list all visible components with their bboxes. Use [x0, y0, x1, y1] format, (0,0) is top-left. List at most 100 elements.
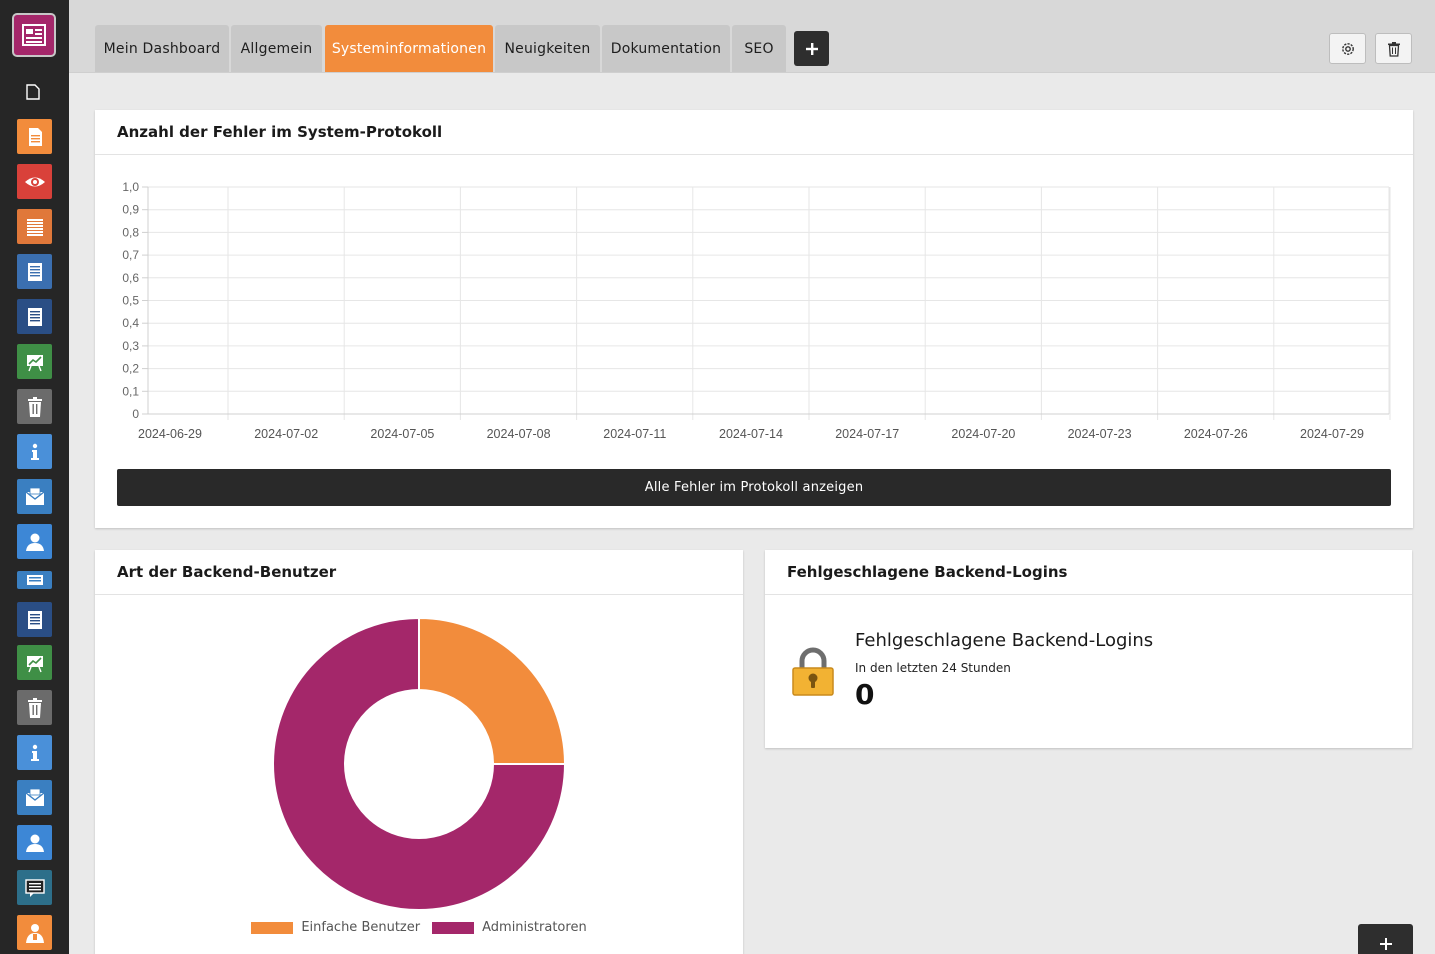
- sidebar-module-card[interactable]: [17, 571, 52, 589]
- trash-icon: [27, 697, 42, 718]
- legend-label: Administratoren: [482, 920, 587, 935]
- sidebar-module-form[interactable]: [17, 299, 52, 334]
- legend-item-administratoren[interactable]: Administratoren: [432, 920, 587, 935]
- failed-logins-period: In den letzten 24 Stunden: [855, 661, 1011, 675]
- errors-widget: Anzahl der Fehler im System-Protokoll 1,…: [95, 110, 1413, 528]
- y-tick-label: 0: [132, 407, 139, 421]
- tab-systeminformationen[interactable]: Systeminformationen: [325, 25, 493, 72]
- y-tick-label: 0,9: [122, 203, 139, 217]
- tab-mein-dashboard[interactable]: Mein Dashboard: [95, 25, 229, 72]
- show-all-errors-button[interactable]: Alle Fehler im Protokoll anzeigen: [117, 469, 1391, 506]
- x-tick-label: 2024-07-29: [1300, 427, 1364, 441]
- gear-icon: [1341, 42, 1354, 55]
- errors-line-chart: 1,0 0,9 0,8 0,7 0,6 0,5 0,4 0,3 0,2 0,1 0 2024-06-2…: [122, 180, 1391, 441]
- sidebar: [0, 0, 69, 954]
- legend-swatch: [432, 921, 475, 934]
- sidebar-module-user[interactable]: [17, 524, 52, 559]
- info-icon: [30, 744, 39, 761]
- y-tick-label: 0,6: [122, 271, 139, 285]
- topbar: Mein Dashboard Allgemein Systeminformati…: [69, 0, 1435, 73]
- sidebar-module-comment[interactable]: [17, 870, 52, 905]
- errors-widget-title: Anzahl der Fehler im System-Protokoll: [95, 110, 1413, 155]
- plus-icon: [805, 42, 818, 55]
- failed-logins-heading: Fehlgeschlagene Backend-Logins: [855, 630, 1154, 651]
- add-tab-button[interactable]: [794, 31, 829, 66]
- user-icon: [25, 533, 44, 551]
- sidebar-module-form[interactable]: [17, 602, 52, 637]
- backend-users-widget-title: Art der Backend-Benutzer: [95, 550, 743, 595]
- tab-neuigkeiten[interactable]: Neuigkeiten: [495, 25, 600, 72]
- form-icon: [27, 610, 42, 629]
- donut-slice-administratoren[interactable]: [272, 616, 567, 911]
- form-icon: [27, 307, 42, 326]
- x-tick-label: 2024-07-08: [487, 427, 551, 441]
- y-tick-label: 0,8: [122, 225, 139, 239]
- backend-users-donut-chart: [272, 616, 567, 911]
- x-tick-label: 2024-07-20: [951, 427, 1015, 441]
- trash-icon: [1387, 41, 1400, 57]
- sidebar-module-trash[interactable]: [17, 389, 52, 424]
- tab-dokumentation[interactable]: Dokumentation: [602, 25, 730, 72]
- add-widget-button[interactable]: [1358, 924, 1413, 954]
- page-icon[interactable]: [26, 84, 40, 100]
- legend-swatch: [251, 921, 294, 934]
- sidebar-module-info[interactable]: [17, 434, 52, 469]
- chart-legend: Einfache Benutzer Administratoren: [95, 920, 743, 935]
- users-icon: [25, 923, 44, 943]
- sidebar-module-document[interactable]: [17, 119, 52, 154]
- y-tick-label: 0,7: [122, 248, 139, 262]
- delete-dashboard-button[interactable]: [1375, 33, 1412, 64]
- tab-allgemein[interactable]: Allgemein: [231, 25, 322, 72]
- comment-icon: [24, 878, 45, 897]
- app-logo[interactable]: [12, 13, 56, 57]
- settings-button[interactable]: [1329, 33, 1366, 64]
- form-icon: [27, 262, 42, 281]
- sidebar-module-info[interactable]: [17, 735, 52, 770]
- mail-icon: [25, 788, 44, 806]
- x-tick-label: 2024-07-14: [719, 427, 783, 441]
- x-tick-label: 2024-07-26: [1184, 427, 1248, 441]
- x-tick-label: 2024-06-29: [138, 427, 202, 441]
- card-icon: [26, 575, 43, 585]
- y-tick-label: 0,5: [122, 294, 139, 308]
- y-tick-label: 0,4: [122, 316, 139, 330]
- y-tick-label: 0,3: [122, 339, 139, 353]
- legend-label: Einfache Benutzer: [301, 920, 421, 935]
- sidebar-module-eye[interactable]: [17, 164, 52, 199]
- sidebar-module-mail[interactable]: [17, 780, 52, 815]
- sidebar-module-chart[interactable]: [17, 344, 52, 379]
- sidebar-module-chart[interactable]: [17, 645, 52, 680]
- document-icon: [28, 127, 42, 146]
- failed-logins-widget: Fehlgeschlagene Backend-Logins Fehlgesch…: [765, 550, 1412, 748]
- x-tick-label: 2024-07-23: [1068, 427, 1132, 441]
- failed-logins-widget-title: Fehlgeschlagene Backend-Logins: [765, 550, 1412, 595]
- list-icon: [26, 218, 43, 236]
- trash-icon: [27, 396, 42, 417]
- legend-item-einfache-benutzer[interactable]: Einfache Benutzer: [251, 920, 420, 935]
- x-tick-label: 2024-07-05: [370, 427, 434, 441]
- info-icon: [30, 443, 39, 460]
- backend-users-widget: Art der Backend-Benutzer Einfache Benutz…: [95, 550, 743, 954]
- y-tick-label: 1,0: [122, 180, 139, 194]
- user-icon: [25, 834, 44, 852]
- chart-icon: [26, 655, 43, 672]
- tab-seo[interactable]: SEO: [732, 25, 786, 72]
- sidebar-module-user[interactable]: [17, 825, 52, 860]
- eye-icon: [24, 177, 45, 186]
- sidebar-module-list[interactable]: [17, 209, 52, 244]
- donut-slice-einfache-benutzer[interactable]: [418, 616, 567, 765]
- chart-icon: [26, 354, 43, 371]
- y-tick-label: 0,2: [122, 362, 139, 376]
- failed-logins-count: 0: [855, 678, 875, 711]
- sidebar-module-users[interactable]: [17, 915, 52, 950]
- x-tick-label: 2024-07-02: [254, 427, 318, 441]
- sidebar-module-mail[interactable]: [17, 479, 52, 514]
- mail-icon: [25, 487, 44, 505]
- sidebar-module-form[interactable]: [17, 254, 52, 289]
- logo-icon: [22, 24, 46, 46]
- plus-icon: [1379, 938, 1392, 950]
- sidebar-module-trash[interactable]: [17, 690, 52, 725]
- x-tick-label: 2024-07-17: [835, 427, 899, 441]
- y-tick-label: 0,1: [122, 384, 139, 398]
- lock-icon: [792, 647, 834, 696]
